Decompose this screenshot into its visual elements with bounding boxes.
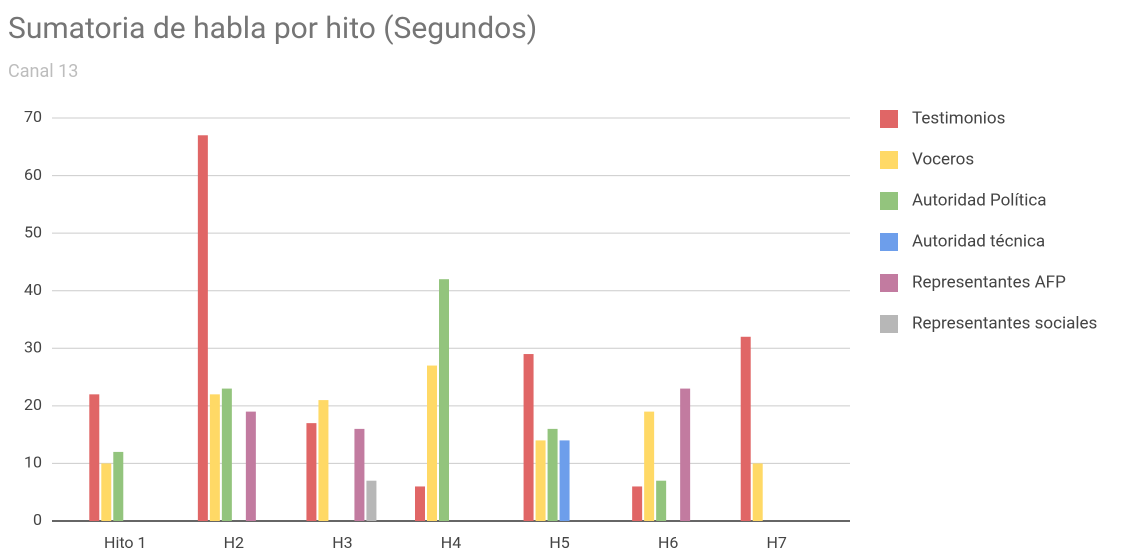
bar [439,279,449,521]
legend-swatch [880,192,898,210]
y-tick-label: 70 [24,107,42,126]
bar [752,463,763,521]
legend-swatch [880,274,898,292]
x-tick-label: H3 [332,533,352,552]
bar [101,463,112,521]
bar [415,486,425,521]
legend-label: Autoridad técnica [912,231,1045,251]
y-tick-label: 20 [24,395,42,414]
chart-title: Sumatoria de habla por hito (Segundos) [8,11,537,46]
legend-swatch [880,110,898,128]
bar [209,394,220,521]
y-tick-label: 0 [33,510,42,529]
bar [113,451,124,521]
bar [306,423,317,521]
y-tick-label: 50 [24,222,42,241]
bar [427,365,437,521]
legend-label: Voceros [912,149,974,169]
bar [245,411,256,521]
bar [547,428,558,521]
legend-swatch [880,315,898,333]
legend-label: Representantes AFP [912,272,1066,292]
bar [535,440,546,521]
x-tick-label: H6 [658,533,678,552]
bar [740,336,751,521]
bar [318,400,329,521]
x-tick-label: H7 [767,533,787,552]
x-tick-label: H5 [549,533,569,552]
x-tick-label: Hito 1 [104,533,146,552]
bar [89,394,100,521]
bar [354,428,365,521]
x-tick-label: H2 [224,533,244,552]
bar [680,388,691,521]
bar [523,354,534,521]
bar [644,411,655,521]
legend-label: Autoridad Política [912,190,1047,210]
y-tick-label: 30 [24,338,42,357]
chart-subtitle: Canal 13 [8,61,78,82]
bar [197,135,208,521]
legend-swatch [880,233,898,251]
legend-swatch [880,151,898,169]
bar [656,480,667,521]
y-tick-label: 40 [24,280,42,299]
y-tick-label: 10 [24,453,42,472]
legend-label: Testimonios [912,108,1005,128]
bar [366,480,377,521]
bar [221,388,232,521]
bar [559,440,570,521]
x-tick-label: H4 [441,533,461,552]
y-tick-label: 60 [24,165,42,184]
legend-label: Representantes sociales [912,313,1097,333]
bar [632,486,643,521]
